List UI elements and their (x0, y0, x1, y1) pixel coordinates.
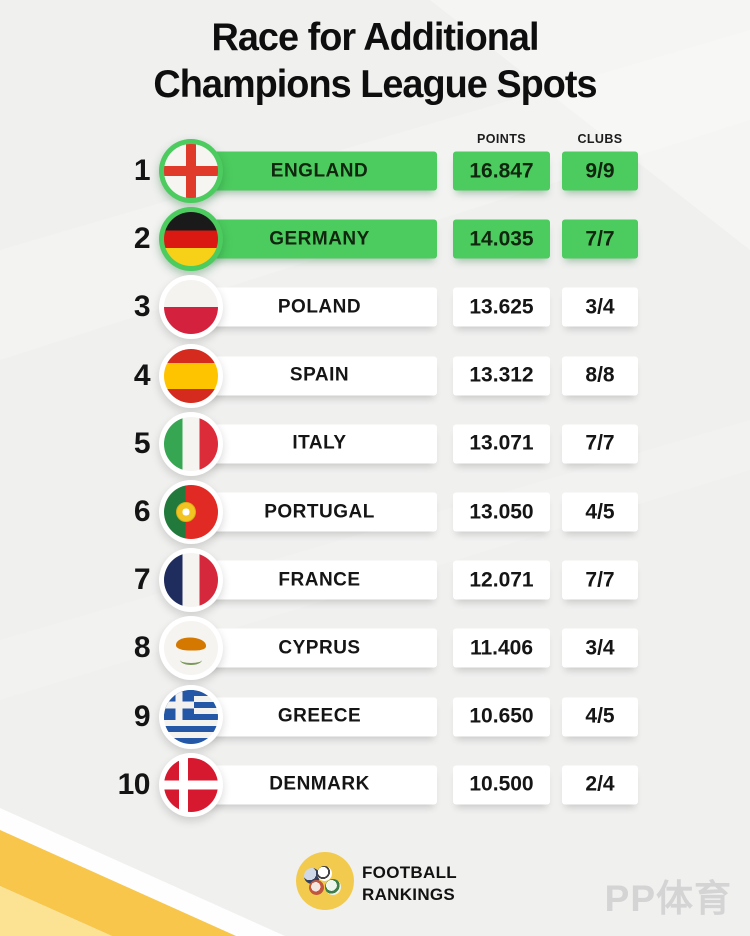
clubs-value: 2/4 (562, 765, 638, 805)
rank-number: 10 (117, 767, 151, 801)
country-name-bar: SPAIN (202, 356, 437, 396)
ranking-row-denmark: 10 DENMARK 10.500 2/4 (0, 751, 750, 819)
clubs-value: 3/4 (562, 287, 638, 327)
ranking-row-germany: 2 GERMANY 14.035 7/7 (0, 205, 750, 273)
ranking-row-greece: 9 GREECE 10.650 4/5 (0, 683, 750, 751)
flag-ring (159, 343, 223, 408)
points-value: 13.071 (453, 424, 550, 464)
pp-sports-watermark: PP体育 (604, 878, 732, 919)
footer-logo-line-2: RANKINGS (362, 885, 456, 904)
ranking-row-france: 7 FRANCE 12.071 7/7 (0, 546, 750, 614)
clubs-value: 4/5 (562, 697, 638, 737)
country-name-bar: ITALY (202, 424, 437, 464)
clubs-value: 4/5 (562, 492, 638, 532)
denmark-flag-icon (164, 757, 218, 812)
flag-ring (159, 684, 223, 749)
page-title: Race for Additional Champions League Spo… (11, 14, 739, 108)
points-value: 13.625 (453, 287, 550, 327)
points-column-header: POINTS (477, 132, 526, 146)
clubs-value: 7/7 (562, 560, 638, 600)
flag-ring (159, 548, 223, 613)
ranking-row-portugal: 6 PORTUGAL 13.050 4/5 (0, 478, 750, 546)
country-name-bar: DENMARK (202, 765, 437, 805)
spain-flag-icon (164, 348, 218, 403)
title-line-1: Race for Additional (211, 16, 540, 59)
flag-ring (159, 139, 223, 203)
footer-logo-text: FOOTBALL RANKINGS (362, 862, 457, 906)
ranking-row-england: 1 ENGLAND 16.847 9/9 (0, 137, 750, 205)
ranking-row-spain: 4 SPAIN 13.312 8/8 (0, 342, 750, 410)
rank-number: 3 (133, 290, 151, 324)
country-name-bar: POLAND (202, 287, 437, 327)
country-name-bar: CYPRUS (202, 628, 437, 668)
flag-ring (159, 207, 223, 272)
greece-flag-icon (164, 689, 218, 744)
clubs-value: 9/9 (562, 151, 638, 191)
clubs-value: 7/7 (562, 424, 638, 464)
england-flag-icon (164, 144, 218, 198)
points-value: 12.071 (453, 560, 550, 600)
points-value: 13.312 (453, 356, 550, 396)
flag-ring (159, 616, 223, 681)
country-name-bar: GERMANY (202, 219, 437, 259)
italy-flag-icon (164, 416, 218, 471)
portugal-flag-icon (164, 485, 218, 539)
footer-logo-line-1: FOOTBALL (362, 863, 457, 882)
points-value: 16.847 (453, 151, 550, 191)
rank-number: 5 (133, 426, 151, 460)
clubs-value: 8/8 (562, 356, 638, 396)
clubs-column-header: CLUBS (577, 132, 623, 146)
ranking-row-cyprus: 8 CYPRUS 11.406 3/4 (0, 614, 750, 682)
rank-number: 8 (133, 631, 151, 665)
cyprus-flag-icon (164, 621, 218, 676)
country-name-bar: PORTUGAL (202, 492, 437, 532)
title-line-2: Champions League Spots (153, 63, 597, 106)
country-name-bar: ENGLAND (202, 151, 437, 191)
rank-number: 9 (133, 699, 151, 733)
poland-flag-icon (164, 280, 218, 335)
clubs-value: 7/7 (562, 219, 638, 259)
football-rankings-logo-icon (296, 852, 354, 910)
soccer-balls-icon (303, 866, 347, 900)
country-name-bar: GREECE (202, 697, 437, 737)
flag-ring (159, 480, 223, 544)
clubs-value: 3/4 (562, 628, 638, 668)
points-value: 13.050 (453, 492, 550, 532)
flag-ring (159, 275, 223, 340)
points-value: 11.406 (453, 628, 550, 668)
points-value: 14.035 (453, 219, 550, 259)
rank-number: 6 (133, 495, 151, 528)
flag-ring (159, 411, 223, 476)
rank-number: 2 (133, 222, 151, 256)
ranking-row-poland: 3 POLAND 13.625 3/4 (0, 273, 750, 341)
rank-number: 7 (133, 563, 151, 597)
ranking-row-italy: 5 ITALY 13.071 7/7 (0, 410, 750, 478)
rank-number: 4 (133, 358, 151, 392)
points-value: 10.500 (453, 765, 550, 805)
france-flag-icon (164, 553, 218, 608)
rank-number: 1 (133, 154, 151, 187)
flag-ring (159, 752, 223, 817)
germany-flag-icon (164, 212, 218, 267)
country-name-bar: FRANCE (202, 560, 437, 600)
points-value: 10.650 (453, 697, 550, 737)
